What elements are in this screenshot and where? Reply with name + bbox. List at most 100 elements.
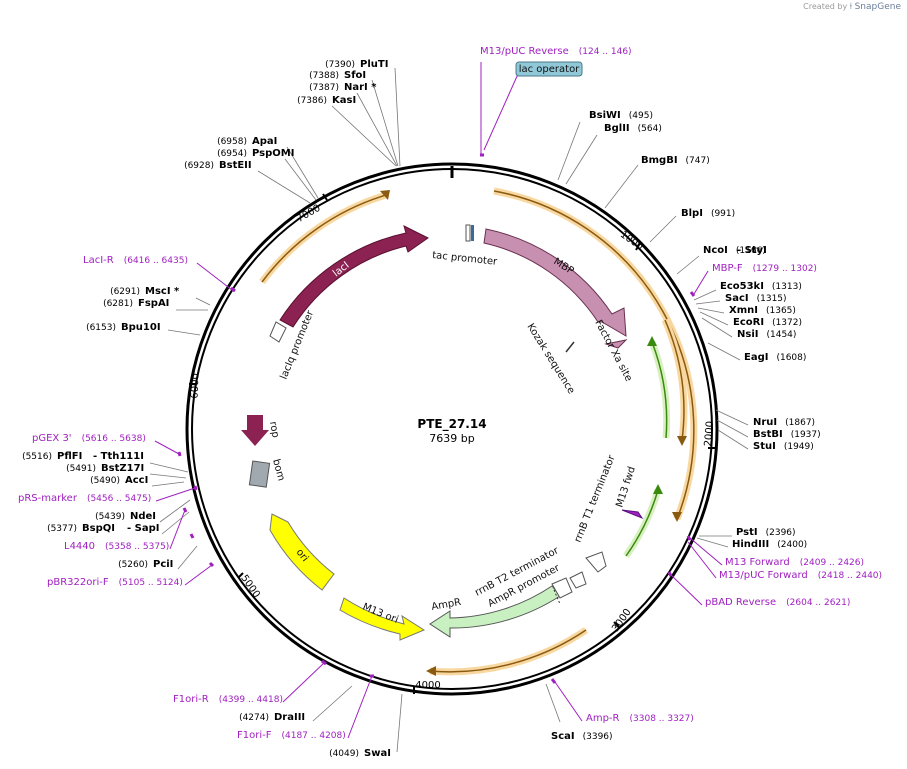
primer-position: (4399 .. 4418) (219, 695, 283, 705)
enzyme-position: (5491) (66, 464, 96, 474)
orf-arrow-4 (380, 190, 390, 200)
enzyme-position: (991) (711, 209, 735, 219)
plasmid-name: PTE_27.14 (417, 417, 486, 432)
lac-operator-label: lac operator (519, 64, 580, 75)
orf-arc-glow-3 (429, 627, 588, 676)
ampr-promoter-feature (551, 577, 573, 599)
enzyme-position: (564) (638, 124, 662, 134)
ampr-feature (429, 585, 561, 638)
primer-leaders (154, 62, 723, 739)
orf-arc-1 (493, 190, 695, 520)
enzyme-suffix: - Tth111I (93, 451, 144, 462)
enzyme-name: SwaI (364, 748, 391, 759)
tick-label: 6000 (190, 373, 202, 399)
bom-feature (248, 460, 271, 488)
laciq-promoter-feature (269, 321, 287, 343)
enzyme-name: PspOMI (252, 148, 294, 159)
enzyme-name: NruI (753, 417, 777, 428)
enzyme-position: (6954) (217, 149, 247, 159)
enzyme-position: (1315) (757, 294, 787, 304)
enzyme-name: BsiWI (589, 110, 621, 121)
enzyme-position: (6281) (103, 299, 133, 309)
enzyme-name: AccI (125, 475, 148, 486)
m13-ori-feature (339, 597, 426, 641)
primer-position: (5105 .. 5124) (119, 578, 183, 588)
enzyme-position: (1166) (736, 246, 766, 256)
enzyme-name: EcoRI (733, 317, 764, 328)
rrnb-t1-feature (585, 551, 607, 573)
primer-position: (2409 .. 2426) (800, 558, 864, 568)
credit-text: Created by (803, 2, 848, 11)
primer-position: (3308 .. 3327) (630, 714, 694, 724)
enzyme-name: EagI (744, 352, 768, 363)
enzyme-position: (3396) (583, 732, 613, 742)
enzyme-name: BmgBI (641, 155, 678, 166)
enzyme-position: (7387) (309, 83, 339, 93)
enzyme-position: (7388) (309, 71, 339, 81)
enzyme-labels-left: (7390) PluTI (7388) SfoI (7387) NarI * (7386) K… (22, 59, 391, 759)
enzyme-name: Bpu10I (121, 322, 161, 333)
orf-arrow-2 (677, 436, 687, 446)
enzyme-name: PstI (736, 527, 758, 538)
enzyme-suffix: - SapI (127, 523, 159, 534)
enzyme-name: BglII (604, 123, 630, 134)
enzyme-name: NdeI (130, 511, 156, 522)
laci-feature (279, 225, 429, 328)
enzyme-position: (1937) (791, 430, 821, 440)
primer-position: (4187 .. 4208) (281, 731, 345, 741)
mbp-feature (483, 228, 627, 337)
enzyme-name: XmnI (729, 305, 758, 316)
lac-operator-mark (471, 225, 474, 241)
enzyme-position: (747) (686, 156, 710, 166)
tick-label: 4000 (415, 680, 440, 691)
orf-arc-2 (664, 319, 685, 441)
primer-position: (6416 .. 6435) (124, 256, 188, 266)
enzyme-position: (5260) (118, 560, 148, 570)
orf-arrow-3 (426, 666, 436, 676)
enzyme-position: (6928) (184, 161, 214, 171)
primer-position: (5456 .. 5475) (87, 494, 151, 504)
rop-label: rop (267, 421, 281, 439)
enzyme-position: (6958) (217, 137, 247, 147)
enzyme-name: Eco53kI (720, 281, 764, 292)
enzyme-position: (4049) (329, 749, 359, 759)
enzyme-name: MscI * (145, 286, 180, 297)
snapgene-credit: Created by ⍿ SnapGene (803, 2, 901, 12)
primer-name: F1ori-R (173, 694, 209, 705)
lac-operator-box: lac operator (515, 61, 583, 77)
primer-position: (1279 .. 1302) (753, 264, 817, 274)
m13-fwd-feature (621, 509, 644, 520)
snapgene-logo-icon: ⍿ (849, 2, 853, 12)
primer-name: F1ori-F (237, 730, 272, 741)
green-arc-1 (651, 341, 668, 439)
enzyme-labels-right: BsiWI (495) BglII (564) BmgBI (747) BlpI (991) N… (551, 110, 821, 742)
rop-feature (241, 415, 269, 446)
enzyme-name: StuI (753, 441, 776, 452)
enzyme-name: KasI (332, 95, 356, 106)
tac-promoter-feature (465, 224, 471, 242)
tick-label: 3000 (610, 607, 634, 634)
primer-name: pRS-marker (18, 493, 78, 504)
enzyme-position: (5377) (47, 524, 77, 534)
primer-name: MBP-F (712, 263, 743, 274)
enzyme-position: (2396) (766, 528, 796, 538)
green-arrow-2 (653, 484, 663, 494)
ampr-promoter-dots (553, 589, 561, 605)
enzyme-name: BstBI (753, 429, 783, 440)
primer-position: (5358 .. 5375) (105, 542, 169, 552)
kozak-feature (565, 341, 575, 353)
primer-labels: M13/pUC Reverse (124 .. 146) MBP-F (1279 ..… (18, 46, 882, 741)
orf-arc-glow-1 (493, 187, 698, 521)
enzyme-name: FspAI (138, 298, 169, 309)
primer-name: M13/pUC Forward (719, 570, 808, 581)
enzyme-position: (495) (629, 111, 653, 121)
primer-position: (2418 .. 2440) (818, 571, 882, 581)
enzyme-suffix: - StyI (737, 245, 767, 256)
tick-label: 2000 (703, 421, 716, 447)
enzyme-position: (1365) (766, 306, 796, 316)
enzyme-position: (1313) (772, 282, 802, 292)
enzyme-name: NsiI (737, 329, 758, 340)
primer-position: (2604 .. 2621) (786, 598, 850, 608)
enzyme-position: (6291) (110, 287, 140, 297)
orf-arrow-1 (672, 512, 682, 522)
